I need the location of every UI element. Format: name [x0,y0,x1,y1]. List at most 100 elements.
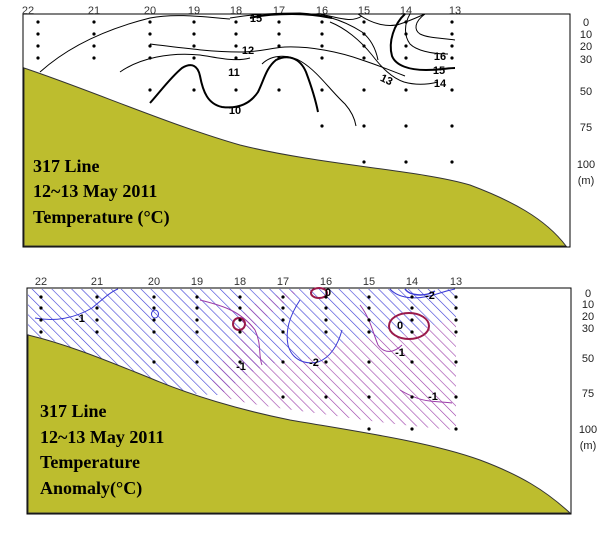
sample-dot [192,44,196,48]
sample-dot [195,330,199,334]
sample-dot [238,360,242,364]
sample-dot [410,427,414,431]
sample-dot [410,295,414,299]
sample-dot [454,318,458,322]
sample-dot [324,330,328,334]
sample-dot [95,295,99,299]
bathymetry-fill [27,334,572,514]
sample-dot [320,124,324,128]
sample-dot [324,360,328,364]
contour-line [329,21,439,85]
station-label: 18 [234,276,246,288]
sample-dot [277,44,281,48]
sample-dot [39,295,43,299]
sample-dot [238,318,242,322]
title-line: 12~13 May 2011 [40,427,164,447]
sample-dot [324,395,328,399]
sample-dot [450,20,454,24]
contour-line [404,288,436,296]
station-labels: 22 21 20 19 18 17 16 15 14 13 [35,276,462,288]
sample-dot [192,32,196,36]
sample-dot [324,306,328,310]
depth-label: 0 [585,288,591,300]
sample-dot [234,32,238,36]
contour-line [149,56,319,113]
station-label: 21 [91,276,103,288]
station-label: 22 [35,276,47,288]
contour-line [261,55,357,127]
sample-dot [404,20,408,24]
contour-line [286,299,343,364]
sample-dot [152,330,156,334]
temperature-contours [39,12,456,127]
sample-dot [410,318,414,322]
sample-dot [367,360,371,364]
contour-line [415,13,456,41]
station-label: 20 [144,5,156,17]
depth-labels: 0 10 20 30 50 75 100 (m) [577,17,595,187]
depth-label: 30 [580,54,592,66]
sample-dot [152,306,156,310]
contour-label: 12 [242,45,254,57]
depth-unit: (m) [580,440,597,452]
sample-dot [404,56,408,60]
contour-line [389,13,456,72]
station-label: 22 [22,5,34,17]
contour-line [34,288,119,321]
depth-label: 100 [577,159,595,171]
contour-label: 10 [229,105,241,117]
contour-label: -1 [428,391,438,403]
station-label: 21 [88,5,100,17]
contour-line [149,43,406,77]
title-line: Temperature [40,452,140,472]
sample-dot [277,88,281,92]
sample-dot [410,306,414,310]
sample-dot [404,160,408,164]
sample-dot [234,56,238,60]
sample-dot [320,56,324,60]
depth-label: 75 [582,388,594,400]
depth-label: 20 [580,41,592,53]
sample-dot [152,318,156,322]
sample-dot [281,395,285,399]
sample-dot [404,32,408,36]
sample-dot [192,20,196,24]
station-label: 14 [406,276,418,288]
station-label: 20 [148,276,160,288]
depth-label: 75 [580,122,592,134]
contour-line [317,13,363,20]
sample-dot [281,330,285,334]
contour-loop [232,317,246,331]
sample-dot [410,330,414,334]
sample-dot [192,88,196,92]
anomaly-hatch-purple [28,289,456,430]
sample-dot [148,32,152,36]
sample-dot [92,44,96,48]
contour-label: -2 [425,290,435,302]
sample-dot [454,295,458,299]
title-line: Temperature (°C) [33,207,170,228]
contour-label: 0 [325,287,331,299]
station-label: 13 [449,5,461,17]
anomaly-panel: 22 21 20 19 18 17 16 15 14 13 0 10 20 30… [26,276,597,515]
sample-dot [95,330,99,334]
sample-dot [362,20,366,24]
contour-label: 16 [434,51,446,63]
depth-unit: (m) [578,175,595,187]
sample-dot [277,56,281,60]
station-label: 18 [230,5,242,17]
depth-label: 50 [582,353,594,365]
sample-dot [320,88,324,92]
sample-dot [367,295,371,299]
sample-dot [148,20,152,24]
sample-dot [195,360,199,364]
sample-dot [410,395,414,399]
sample-dot [192,56,196,60]
contour-line [199,299,263,366]
contour-loop [151,309,159,319]
depth-label: 10 [582,299,594,311]
contour-label: 11 [228,67,240,79]
sample-dot [234,88,238,92]
sample-dot [450,56,454,60]
